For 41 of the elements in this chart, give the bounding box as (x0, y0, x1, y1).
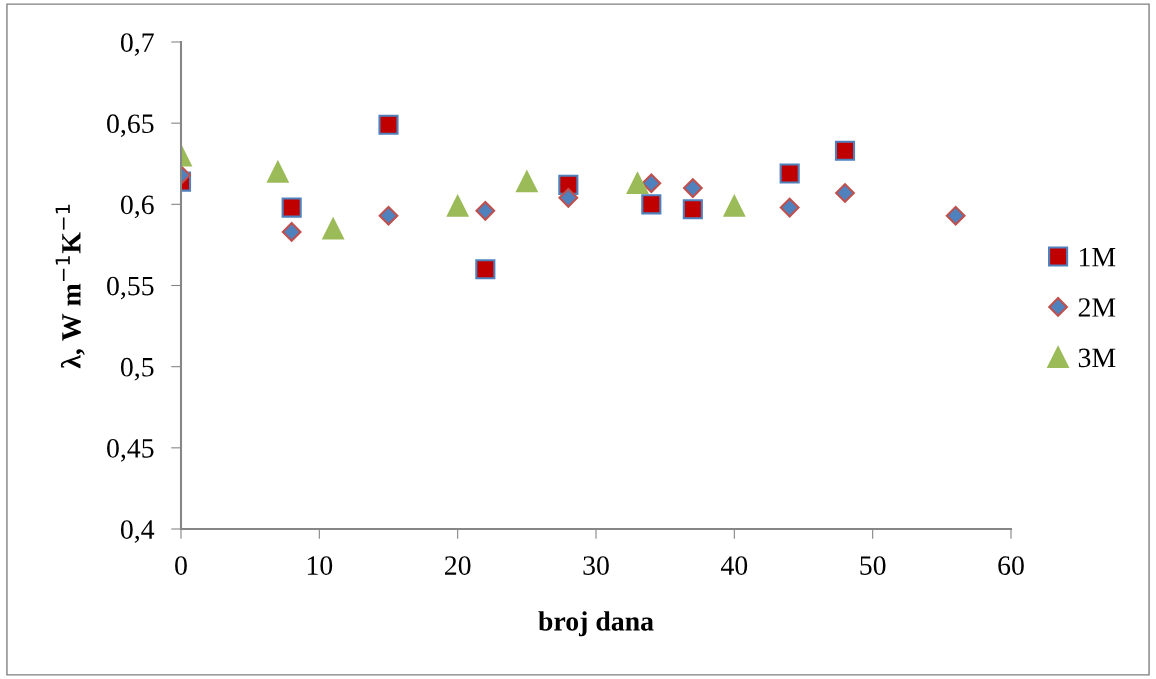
x-tick-label: 60 (998, 556, 1024, 575)
point (945, 205, 966, 226)
point (835, 183, 855, 203)
point (626, 172, 649, 194)
x-tick-label: 20 (445, 556, 471, 575)
point (446, 195, 469, 217)
point (267, 161, 289, 183)
y-tick-label: 0,6 (120, 195, 154, 219)
point (475, 200, 496, 221)
point (779, 197, 800, 218)
x-tick-label: 40 (720, 556, 748, 575)
point (641, 173, 662, 194)
x-tick-label: 50 (860, 556, 886, 575)
y-tick-label: 0,4 (120, 520, 155, 543)
point (322, 217, 344, 240)
point (641, 194, 662, 215)
point (475, 259, 496, 280)
point (516, 170, 538, 193)
legend-label: 2M (1078, 298, 1116, 317)
legend-label: 3M (1078, 348, 1116, 368)
point (378, 205, 399, 226)
y-tick-label: 0,5 (120, 357, 154, 381)
point (682, 178, 703, 198)
point (682, 199, 703, 220)
point (723, 195, 746, 217)
point (281, 197, 302, 218)
y-axis-title: λ, W m$^{−1}$K$^{−1}$ (55, 204, 85, 369)
y-tick-label: 0,55 (107, 276, 154, 300)
y-tick-label: 0,65 (107, 114, 154, 138)
point (834, 140, 856, 161)
point (558, 187, 579, 208)
x-tick-label: 0 (175, 556, 187, 575)
x-axis-title: broj dana (538, 611, 654, 637)
point (779, 163, 800, 184)
legend-label: 1M (1079, 247, 1116, 267)
y-tick-label: 0,45 (107, 439, 154, 462)
point (281, 222, 302, 242)
point (378, 114, 399, 135)
x-tick-label: 10 (307, 556, 333, 575)
y-tick-label: 0,7 (120, 33, 154, 56)
x-tick-label: 30 (583, 556, 609, 575)
